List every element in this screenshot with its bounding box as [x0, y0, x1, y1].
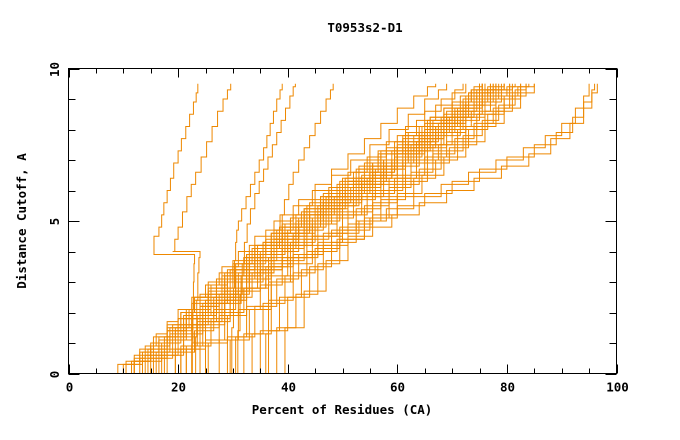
y-tick-label: 0 — [47, 371, 62, 379]
y-tick-label: 5 — [47, 218, 62, 226]
chart-title: T0953s2-D1 — [327, 20, 402, 35]
x-tick-label: 0 — [66, 380, 74, 395]
data-curves-group — [104, 83, 598, 374]
x-tick-label: 20 — [171, 380, 186, 395]
x-axis-tick-labels: 0 20 40 60 80 100 — [66, 380, 629, 395]
x-axis-ticks — [68, 68, 619, 374]
y-tick-label: 10 — [47, 62, 62, 77]
data-curve — [210, 83, 516, 374]
x-tick-label: 80 — [500, 380, 515, 395]
data-curve — [257, 83, 535, 374]
data-curve — [161, 83, 491, 374]
data-curve — [156, 83, 505, 374]
y-axis-label: Distance Cutoff, A — [14, 153, 29, 289]
y-axis-ticks — [68, 68, 617, 376]
data-curve — [117, 83, 598, 374]
data-curve — [167, 83, 491, 374]
x-tick-label: 100 — [606, 380, 629, 395]
data-curve — [104, 83, 590, 374]
data-curve — [109, 83, 596, 374]
x-tick-label: 60 — [390, 380, 405, 395]
plot-frame — [67, 67, 618, 375]
data-curve — [265, 83, 535, 374]
data-curve — [153, 83, 199, 374]
x-axis-label: Percent of Residues (CA) — [252, 402, 433, 417]
x-tick-label: 40 — [281, 380, 296, 395]
data-curve — [235, 83, 296, 374]
data-curve — [172, 83, 232, 374]
axes-frame — [67, 67, 618, 375]
data-curve — [172, 83, 497, 374]
y-axis-tick-labels: 0 5 10 — [47, 62, 62, 378]
